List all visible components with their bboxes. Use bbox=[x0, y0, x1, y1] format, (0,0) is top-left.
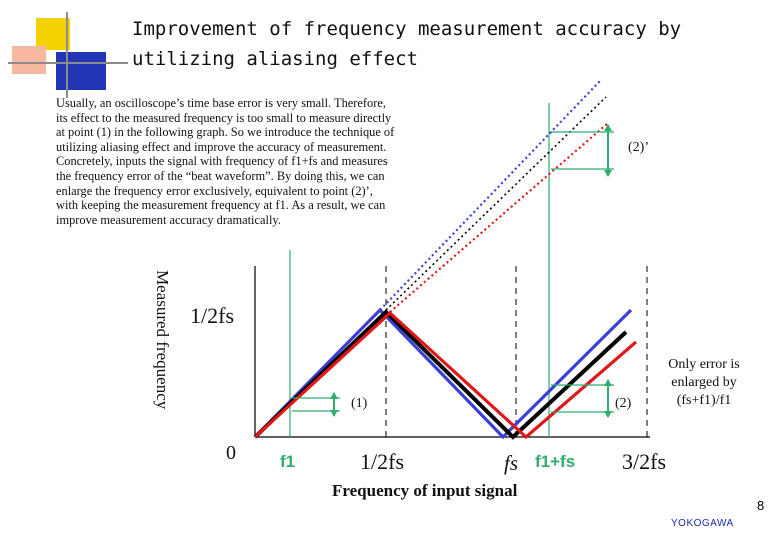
x-tick-half-fs: 1/2fs bbox=[360, 449, 404, 474]
blue-measured-line bbox=[253, 307, 633, 440]
red-measured-line bbox=[253, 310, 638, 440]
marker-2-arrow-head-up bbox=[604, 379, 612, 386]
red-extension bbox=[389, 123, 608, 313]
title-line-1: Improvement of frequency measurement acc… bbox=[132, 18, 682, 40]
page-number: 8 bbox=[757, 498, 765, 513]
ideal-extension bbox=[385, 96, 607, 311]
note-line: Only error is bbox=[668, 357, 740, 372]
note-line: (fs+f1)/f1 bbox=[676, 393, 732, 408]
corner-yellow-block bbox=[36, 18, 70, 50]
slide-title: Improvement of frequency measurement acc… bbox=[132, 14, 732, 74]
yokogawa-logo: YOKOGAWA bbox=[671, 518, 734, 529]
text-line: the frequency error of the “beat wavefor… bbox=[56, 168, 385, 183]
marker-2p-arrow-head-down bbox=[604, 170, 612, 177]
blue-extension bbox=[379, 79, 602, 311]
marker-1-label: (1) bbox=[351, 396, 368, 411]
text-line: utilizing aliasing effect and improve th… bbox=[56, 139, 387, 154]
text-line: its effect to the measured frequency is … bbox=[56, 110, 392, 125]
marker-2-label: (2) bbox=[615, 396, 632, 411]
x-axis-label: Frequency of input signal bbox=[332, 481, 518, 500]
x-tick-fs: fs bbox=[504, 451, 519, 475]
marker-2p-arrow-head-up bbox=[604, 124, 612, 131]
corner-horizontal-line bbox=[8, 62, 128, 64]
y-tick-zero: 0 bbox=[226, 442, 236, 464]
explanation-text: Usually, an oscilloscope’s time base err… bbox=[56, 96, 446, 227]
x-tick-f1: f1 bbox=[280, 452, 296, 471]
text-line: with keeping the measurement frequency a… bbox=[56, 198, 386, 213]
corner-blue-block bbox=[56, 52, 106, 90]
note-line: enlarged by bbox=[671, 375, 737, 390]
y-axis-label: Measured frequency bbox=[153, 270, 172, 410]
title-line-2: utilizing aliasing effect bbox=[132, 48, 418, 70]
text-line: Concretely, inputs the signal with frequ… bbox=[56, 154, 388, 169]
x-tick-f1-plus-fs: f1+fs bbox=[535, 452, 576, 471]
marker-1-arrow-head-up bbox=[330, 392, 338, 399]
text-line: at point (1) in the following graph. So … bbox=[56, 125, 395, 140]
y-tick-half-fs: 1/2fs bbox=[190, 303, 234, 328]
x-tick-three-half-fs: 3/2fs bbox=[622, 449, 666, 474]
error-enlarged-note: Only error is enlarged by (fs+f1)/f1 bbox=[654, 356, 754, 410]
marker-1-arrow-head-down bbox=[330, 410, 338, 417]
text-line: enlarge the frequency error exclusively,… bbox=[56, 183, 373, 198]
corner-vertical-line bbox=[66, 12, 68, 98]
marker-2-arrow-head-down bbox=[604, 411, 612, 418]
marker-2-prime-label: (2)’ bbox=[628, 140, 649, 155]
text-line: improve measurement accuracy dramaticall… bbox=[56, 212, 281, 227]
text-line: Usually, an oscilloscope’s time base err… bbox=[56, 96, 386, 110]
corner-orange-block bbox=[12, 46, 46, 74]
